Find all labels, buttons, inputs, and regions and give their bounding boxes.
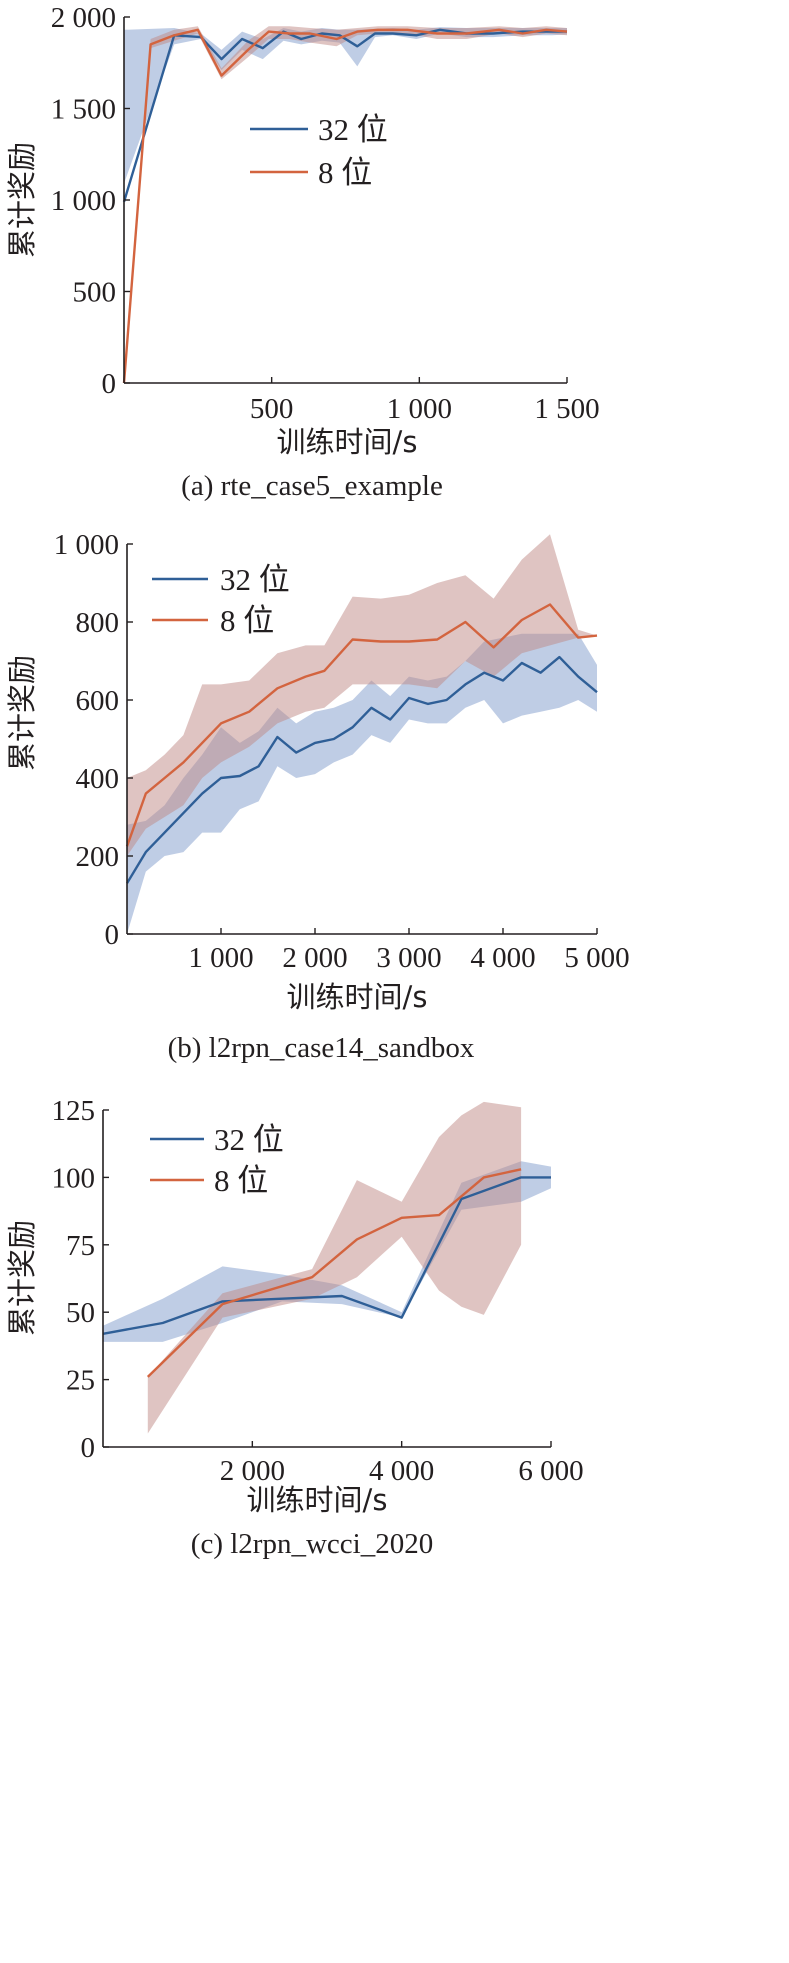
- series-line-32bit: [125, 655, 598, 884]
- series-line-8bit: [125, 603, 598, 847]
- y-tick-label: 500: [73, 277, 117, 309]
- y-tick-label: 50: [66, 1297, 95, 1329]
- x-axis-title: 训练时间/s: [277, 425, 418, 459]
- y-tick-label: 1 000: [54, 529, 119, 561]
- x-tick-label: 1 000: [387, 393, 452, 425]
- series-line-8bit: [146, 1168, 522, 1378]
- y-tick-label: 75: [66, 1230, 95, 1262]
- x-tick-label: 3 000: [376, 942, 441, 974]
- series-line-32bit: [122, 28, 567, 203]
- x-axis-title: 训练时间/s: [287, 980, 428, 1014]
- series-line-32bit: [102, 1176, 551, 1335]
- chart-caption: (c) l2rpn_wcci_2020: [191, 1528, 433, 1560]
- y-tick-label: 1 000: [51, 185, 116, 217]
- y-tick-label: 1 500: [51, 94, 116, 126]
- x-tick-label: 2 000: [282, 942, 347, 974]
- y-tick-label: 0: [81, 1432, 96, 1464]
- legend-label-8bit: 8 位: [220, 603, 274, 638]
- y-axis-title: 累计奖励: [5, 142, 39, 258]
- legend: 32 位 8 位: [152, 562, 290, 638]
- x-tick-label: 1 500: [534, 393, 599, 425]
- legend: 32 位 8 位: [250, 112, 388, 190]
- y-tick-label: 0: [105, 919, 120, 951]
- chart-panel-1: 0 500 1 000 1 500 2 000 500 1 000 1 500 累计奖励训练时间…: [5, 2, 600, 502]
- x-tick-label: 1 000: [188, 942, 253, 974]
- series-band-8bit: [124, 26, 567, 383]
- y-tick-label: 200: [76, 841, 120, 873]
- x-tick-label: 4 000: [470, 942, 535, 974]
- legend-label-32bit: 32 位: [214, 1122, 284, 1157]
- y-tick-label: 600: [76, 685, 120, 717]
- y-axis-title: 累计奖励: [5, 655, 39, 771]
- x-axis-title: 训练时间/s: [247, 1483, 388, 1517]
- legend-label-8bit: 8 位: [318, 155, 372, 190]
- series-band-8bit: [127, 534, 597, 856]
- x-tick-label: 4 000: [369, 1455, 434, 1487]
- y-tick-label: 125: [52, 1095, 96, 1127]
- series-band-32bit: [124, 27, 567, 184]
- y-tick-label: 400: [76, 763, 120, 795]
- y-tick-label: 0: [102, 368, 117, 400]
- chart-caption: (b) l2rpn_case14_sandbox: [168, 1032, 475, 1064]
- x-tick-label: 5 000: [564, 942, 629, 974]
- legend-label-32bit: 32 位: [220, 562, 290, 597]
- series-band-32bit: [103, 1161, 551, 1342]
- chart-caption: (a) rte_case5_example: [181, 470, 443, 502]
- y-tick-label: 25: [66, 1365, 95, 1397]
- y-tick-label: 100: [52, 1162, 96, 1194]
- series-line-8bit: [122, 28, 568, 384]
- chart-panel-2: 0 200 400 600 800 1 000 1 000 2 000 3 000 4 000 5 …: [5, 529, 630, 1064]
- series-band-8bit: [147, 1101, 522, 1434]
- legend-label-32bit: 32 位: [318, 112, 388, 147]
- x-tick-label: 6 000: [518, 1455, 583, 1487]
- legend-label-8bit: 8 位: [214, 1163, 268, 1198]
- y-axis-title: 累计奖励: [5, 1220, 39, 1336]
- legend: 32 位 8 位: [150, 1122, 284, 1198]
- x-tick-label: 2 000: [220, 1455, 285, 1487]
- x-tick-label: 500: [250, 393, 294, 425]
- y-tick-label: 800: [76, 607, 120, 639]
- y-tick-label: 2 000: [51, 2, 116, 34]
